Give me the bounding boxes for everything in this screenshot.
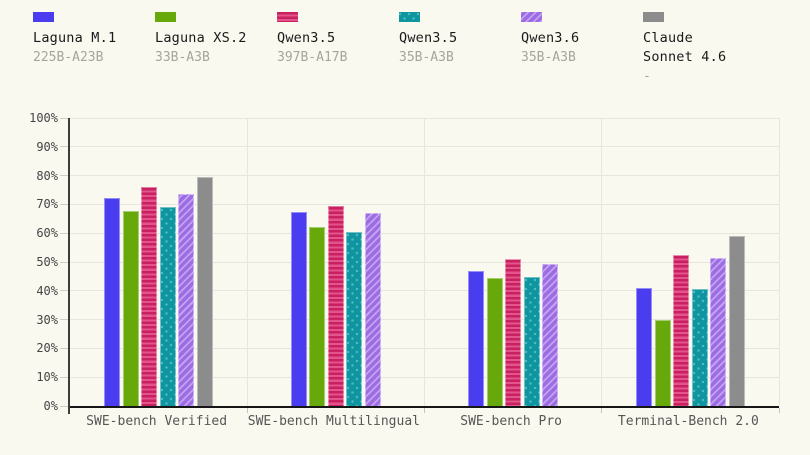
bar-qwen3.5-397b-a17b xyxy=(141,186,158,406)
bar-group xyxy=(602,236,779,406)
y-axis-label: 30% xyxy=(36,312,58,327)
legend-series-name: Qwen3.6 xyxy=(521,30,580,46)
legend-item: Qwen3.5 397B-A17B xyxy=(277,12,385,67)
legend-swatch-solid xyxy=(155,12,176,22)
y-axis-tick xyxy=(60,117,68,119)
legend-series-name: Laguna M.1 xyxy=(33,30,117,46)
y-axis-stub xyxy=(68,406,70,414)
y-axis-tick xyxy=(60,319,68,321)
legend-series-params: 225B-A23B xyxy=(33,50,104,65)
legend-swatch-dstripes xyxy=(521,12,542,22)
y-axis-tick xyxy=(60,232,68,234)
x-axis-tick xyxy=(778,408,780,413)
y-axis-label: 0% xyxy=(43,399,58,413)
bar-group xyxy=(425,259,602,406)
x-axis-tick xyxy=(246,408,248,413)
y-axis-label: 20% xyxy=(36,341,58,356)
x-axis-tick xyxy=(424,408,425,413)
bar-laguna-xs.2-33b-a3b xyxy=(654,319,671,406)
legend-series-params: 397B-A17B xyxy=(277,50,348,65)
legend-swatch-solid xyxy=(643,12,664,22)
y-axis-label: 10% xyxy=(36,370,58,385)
y-axis-label: 60% xyxy=(36,226,58,241)
bar-group xyxy=(247,206,424,406)
y-axis-tick xyxy=(60,290,68,292)
legend-series-name: Laguna XS.2 xyxy=(155,30,247,46)
bar-qwen3.5-397b-a17b xyxy=(673,255,690,406)
legend-swatch-dots xyxy=(399,12,420,22)
bar-laguna-m.1-225b-a23b xyxy=(290,212,307,406)
bar-qwen3.6-35b-a3b xyxy=(364,212,381,406)
legend-swatch-hstripes xyxy=(277,12,298,22)
legend-series-params: - xyxy=(643,69,651,84)
bar-laguna-xs.2-33b-a3b xyxy=(486,277,503,406)
bar-claude-sonnet-4.6-- xyxy=(196,177,213,406)
bar-qwen3.5-35b-a3b xyxy=(346,232,363,406)
legend-series-params: 35B-A3B xyxy=(521,50,576,65)
y-axis-label: 80% xyxy=(36,168,58,183)
legend-series-name: Claude Sonnet 4.6 xyxy=(643,30,727,65)
legend-series-params: 33B-A3B xyxy=(155,50,210,65)
bar-qwen3.6-35b-a3b xyxy=(542,263,559,406)
bar-qwen3.5-35b-a3b xyxy=(159,206,176,406)
bar-qwen3.5-35b-a3b xyxy=(523,277,540,406)
y-axis-label: 90% xyxy=(36,139,58,154)
y-axis-tick xyxy=(60,347,68,349)
legend-item: Qwen3.5 35B-A3B xyxy=(399,12,507,67)
x-axis-tick xyxy=(601,408,603,413)
legend-series-name: Qwen3.5 xyxy=(277,30,336,46)
bar-qwen3.6-35b-a3b xyxy=(178,194,195,406)
bar-qwen3.5-397b-a17b xyxy=(505,259,522,406)
y-axis-label: 70% xyxy=(36,197,58,212)
y-axis-tick xyxy=(60,261,68,263)
x-axis-category-label: SWE-bench Multilingual xyxy=(247,414,420,429)
bar-laguna-xs.2-33b-a3b xyxy=(122,210,139,406)
bar-qwen3.6-35b-a3b xyxy=(710,257,727,406)
x-axis-category-label: SWE-bench Pro xyxy=(460,414,562,429)
bar-laguna-xs.2-33b-a3b xyxy=(309,226,326,406)
bar-group xyxy=(70,177,247,406)
legend-item: Claude Sonnet 4.6 - xyxy=(643,12,751,86)
y-axis-tick xyxy=(60,175,68,177)
gridline-vertical xyxy=(246,118,248,406)
bar-laguna-m.1-225b-a23b xyxy=(468,270,485,406)
legend-series-name: Qwen3.5 xyxy=(399,30,458,46)
y-axis-label: 100% xyxy=(29,111,58,125)
gridline-vertical xyxy=(778,118,780,406)
plot-area xyxy=(60,117,780,414)
x-axis-category-label: SWE-bench Verified xyxy=(86,414,228,429)
legend-swatch-solid xyxy=(33,12,54,22)
legend-item: Qwen3.6 35B-A3B xyxy=(521,12,629,67)
y-axis-tick xyxy=(60,146,68,148)
y-axis-tick xyxy=(60,376,68,378)
bar-laguna-m.1-225b-a23b xyxy=(636,287,653,406)
bar-claude-sonnet-4.6-- xyxy=(728,236,745,406)
x-axis-category-label: Terminal-Bench 2.0 xyxy=(617,414,759,429)
bar-qwen3.5-35b-a3b xyxy=(691,289,708,406)
y-axis-label: 50% xyxy=(36,255,58,269)
y-axis-label: 40% xyxy=(36,283,58,298)
legend-item: Laguna XS.2 33B-A3B xyxy=(155,12,263,67)
legend-series-params: 35B-A3B xyxy=(399,50,454,65)
bar-qwen3.5-397b-a17b xyxy=(327,206,344,406)
bar-laguna-m.1-225b-a23b xyxy=(104,197,121,406)
y-axis-tick xyxy=(60,405,68,407)
y-axis-tick xyxy=(60,203,68,205)
gridline-vertical xyxy=(424,118,425,406)
gridline-vertical xyxy=(601,118,603,406)
legend-item: Laguna M.1 225B-A23B xyxy=(33,12,141,67)
